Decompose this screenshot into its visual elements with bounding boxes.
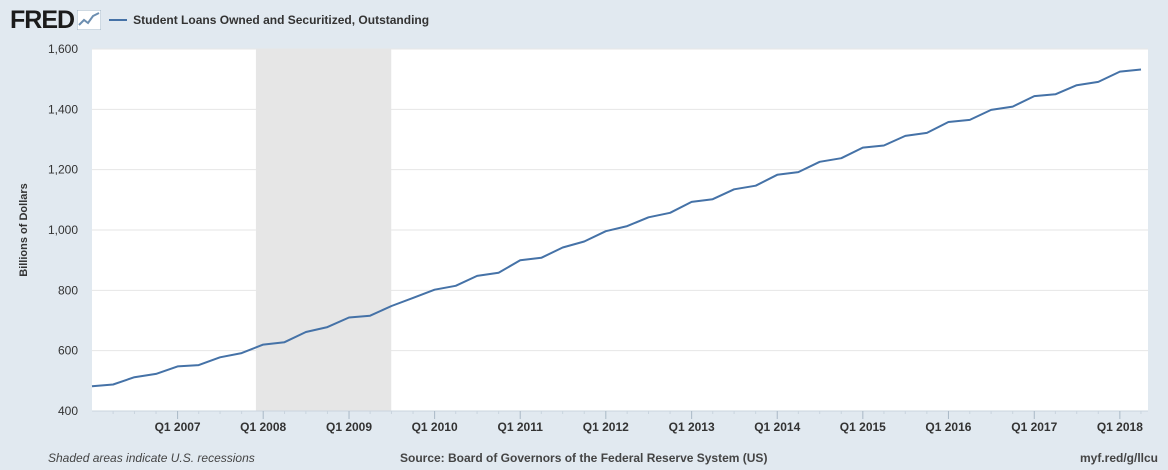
short-link[interactable]: myf.red/g/llcu bbox=[1079, 451, 1158, 465]
x-tick-label: Q1 2009 bbox=[326, 420, 372, 434]
recession-note: Shaded areas indicate U.S. recessions bbox=[48, 451, 255, 465]
x-axis: Q1 2007 Q1 2008 Q1 2009 Q1 2010 Q1 2011 Q1 20… bbox=[92, 410, 1148, 434]
x-tick-label: Q1 2010 bbox=[412, 420, 458, 434]
x-tick-label: Q1 2018 bbox=[1097, 420, 1143, 434]
fred-logo[interactable]: FRED bbox=[10, 5, 75, 34]
x-tick-label: Q1 2011 bbox=[498, 420, 544, 434]
y-tick-label: 1,600 bbox=[48, 42, 78, 56]
y-tick-label: 1,000 bbox=[48, 223, 78, 237]
x-tick-label: Q1 2008 bbox=[240, 420, 286, 434]
x-tick-label: Q1 2013 bbox=[669, 420, 715, 434]
y-tick-label: 800 bbox=[58, 283, 78, 297]
legend-swatch bbox=[109, 19, 128, 21]
y-tick-label: 600 bbox=[58, 344, 78, 358]
chart-header: FRED Student Loans Owned and Securitized… bbox=[10, 5, 429, 35]
x-tick-label: Q1 2015 bbox=[840, 420, 886, 434]
fred-graph-icon bbox=[77, 10, 102, 30]
y-tick-label: 1,200 bbox=[48, 163, 78, 177]
x-tick-label: Q1 2014 bbox=[754, 420, 800, 434]
x-tick-label: Q1 2012 bbox=[583, 420, 629, 434]
x-tick-label: Q1 2017 bbox=[1011, 420, 1057, 434]
series-title: Student Loans Owned and Securitized, Out… bbox=[133, 13, 430, 27]
y-tick-label: 1,400 bbox=[48, 102, 78, 116]
series-line[interactable] bbox=[91, 68, 1142, 388]
x-tick-label: Q1 2016 bbox=[925, 420, 971, 434]
y-axis-label: Billions of Dollars bbox=[18, 183, 30, 277]
y-tick-label: 400 bbox=[58, 404, 78, 418]
y-axis: 400 600 800 1,000 1,200 1,400 1,600 bbox=[48, 42, 78, 418]
source-note: Source: Board of Governors of the Federa… bbox=[400, 451, 768, 465]
x-tick-label: Q1 2007 bbox=[155, 420, 201, 434]
